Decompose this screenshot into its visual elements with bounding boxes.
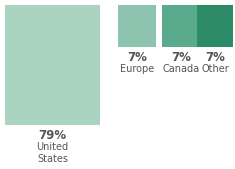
Text: 79%: 79%: [39, 129, 67, 142]
FancyBboxPatch shape: [5, 5, 100, 125]
Text: Canada: Canada: [162, 64, 200, 74]
Text: Europe: Europe: [120, 64, 154, 74]
FancyBboxPatch shape: [118, 5, 156, 47]
Text: Other: Other: [201, 64, 229, 74]
Text: 7%: 7%: [205, 51, 225, 64]
Text: 7%: 7%: [171, 51, 191, 64]
Text: 7%: 7%: [127, 51, 147, 64]
FancyBboxPatch shape: [162, 5, 200, 47]
FancyBboxPatch shape: [197, 5, 233, 47]
Text: United
States: United States: [36, 142, 69, 164]
